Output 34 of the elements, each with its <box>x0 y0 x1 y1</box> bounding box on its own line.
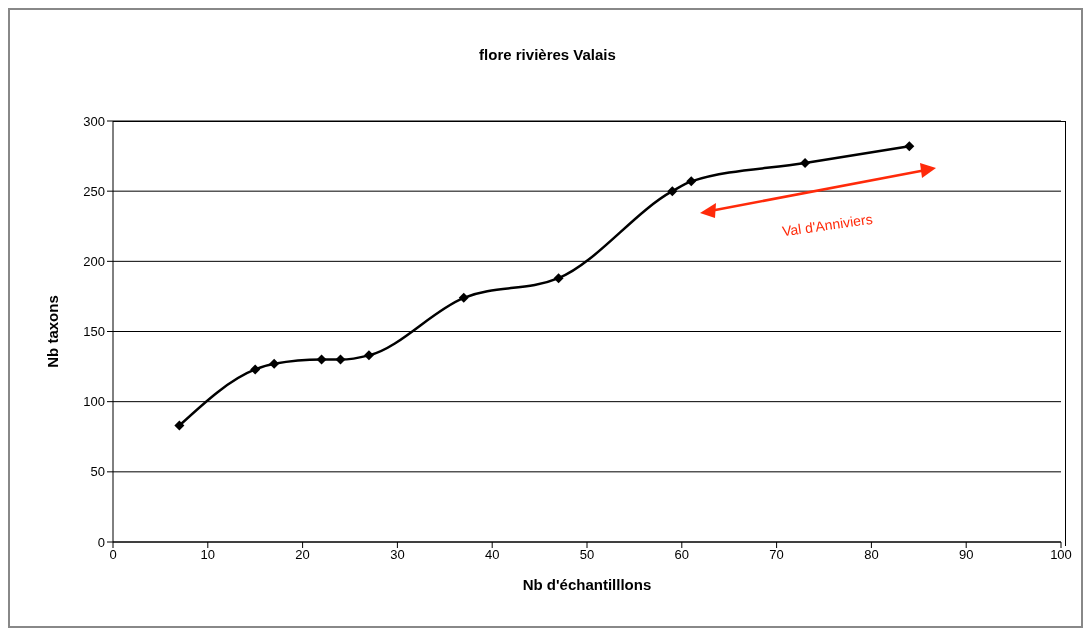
x-tick-label: 0 <box>109 547 117 563</box>
x-tick-label: 10 <box>200 547 216 563</box>
y-tick-label: 300 <box>83 113 105 129</box>
x-axis-title: Nb d'échantilllons <box>522 576 652 593</box>
point <box>363 350 374 361</box>
point <box>904 141 915 152</box>
y-axis-title: Nb taxons <box>44 295 62 368</box>
y-tick-label: 200 <box>83 253 105 269</box>
point <box>667 186 678 197</box>
x-tick-label: 80 <box>864 547 879 563</box>
x-tick-label: 20 <box>295 547 310 563</box>
point <box>553 273 564 284</box>
x-tick-label: 50 <box>579 547 595 563</box>
point <box>458 292 469 303</box>
x-tick-label: 40 <box>484 547 500 563</box>
y-tick-label: 150 <box>83 324 105 340</box>
y-tick-label: 250 <box>83 183 105 199</box>
point <box>686 176 697 187</box>
x-tick-label: 60 <box>674 547 690 563</box>
point <box>250 364 261 375</box>
annotation: Val d'Anniviers <box>781 210 874 240</box>
chart-title: flore rivières Valais <box>478 46 617 63</box>
point <box>269 358 280 369</box>
point <box>316 354 327 365</box>
y-tick-label: 0 <box>97 534 105 550</box>
y-tick-label: 50 <box>90 464 105 480</box>
x-tick-label: 100 <box>1050 547 1072 563</box>
point <box>174 420 185 431</box>
point <box>800 158 811 169</box>
x-tick-label: 30 <box>390 547 405 563</box>
x-tick-label: 90 <box>958 547 974 563</box>
point <box>335 354 346 365</box>
y-tick-label: 100 <box>83 394 105 410</box>
x-tick-label: 70 <box>769 547 784 563</box>
